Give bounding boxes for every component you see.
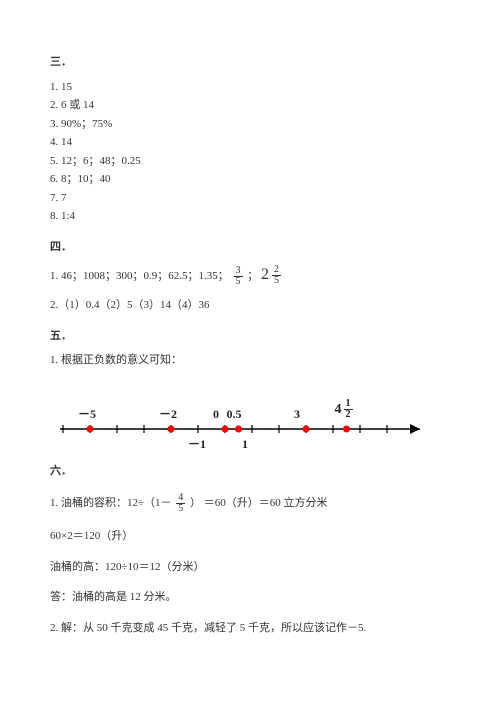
s4-l1-text: 1. 46；1008；300；0.9；62.5；1.35； — [50, 270, 229, 282]
s6-frac: 4 5 — [176, 493, 185, 514]
s6-l2: 60×2＝120（升） — [50, 528, 450, 545]
s4-l1: 1. 46；1008；300；0.9；62.5；1.35； 3 5 ； 2 2 … — [50, 263, 450, 287]
s3-l7: 7. 7 — [50, 190, 450, 207]
section-3-header: 三． — [50, 54, 450, 71]
tick-label: －1 — [188, 435, 206, 453]
point-label: －2 — [159, 405, 177, 423]
s3-l5: 5. 12；6；48；0.25 — [50, 153, 450, 170]
section-4-header: 四． — [50, 239, 450, 256]
s6-l1b: ） ＝60（升）＝60 立方分米 — [190, 497, 328, 509]
number-line: －11－5－200.53412 — [50, 389, 450, 449]
s5-l1: 1. 根据正负数的意义可知： — [50, 352, 450, 369]
s6-l4: 答：油桶的高是 12 分米。 — [50, 589, 450, 606]
s6-l1: 1. 油桶的容积：12÷（1－ 4 5 ） ＝60（升）＝60 立方分米 — [50, 493, 450, 514]
s3-l6: 6. 8；10；40 — [50, 171, 450, 188]
s4-sep: ； — [247, 270, 258, 282]
s3-l4: 4. 14 — [50, 134, 450, 151]
section-5-header: 五． — [50, 328, 450, 345]
section-6-header: 六． — [50, 463, 450, 480]
point-label: 412 — [335, 399, 355, 420]
s4-frac1: 3 5 — [234, 266, 243, 287]
s3-l1: 1. 15 — [50, 79, 450, 96]
s3-l3: 3. 90%；75% — [50, 116, 450, 133]
point-label: 0 — [213, 405, 219, 423]
point-label: －5 — [78, 405, 96, 423]
s3-l8: 8. 1:4 — [50, 208, 450, 225]
point-label: 0.5 — [227, 405, 242, 423]
s6-l3: 油桶的高：120÷10＝12（分米） — [50, 559, 450, 576]
s6-l1a: 1. 油桶的容积：12÷（1－ — [50, 497, 174, 509]
s6-l5: 2. 解：从 50 千克变成 45 千克，减轻了 5 千克，所以应该记作－5. — [50, 620, 450, 637]
s3-l2: 2. 6 或 14 — [50, 97, 450, 114]
s4-l2: 2.（1）0.4（2）5（3）14（4）36 — [50, 297, 450, 314]
point-label: 3 — [294, 405, 300, 423]
tick-label: 1 — [242, 435, 248, 453]
s4-mixed: 2 2 5 — [261, 263, 283, 287]
